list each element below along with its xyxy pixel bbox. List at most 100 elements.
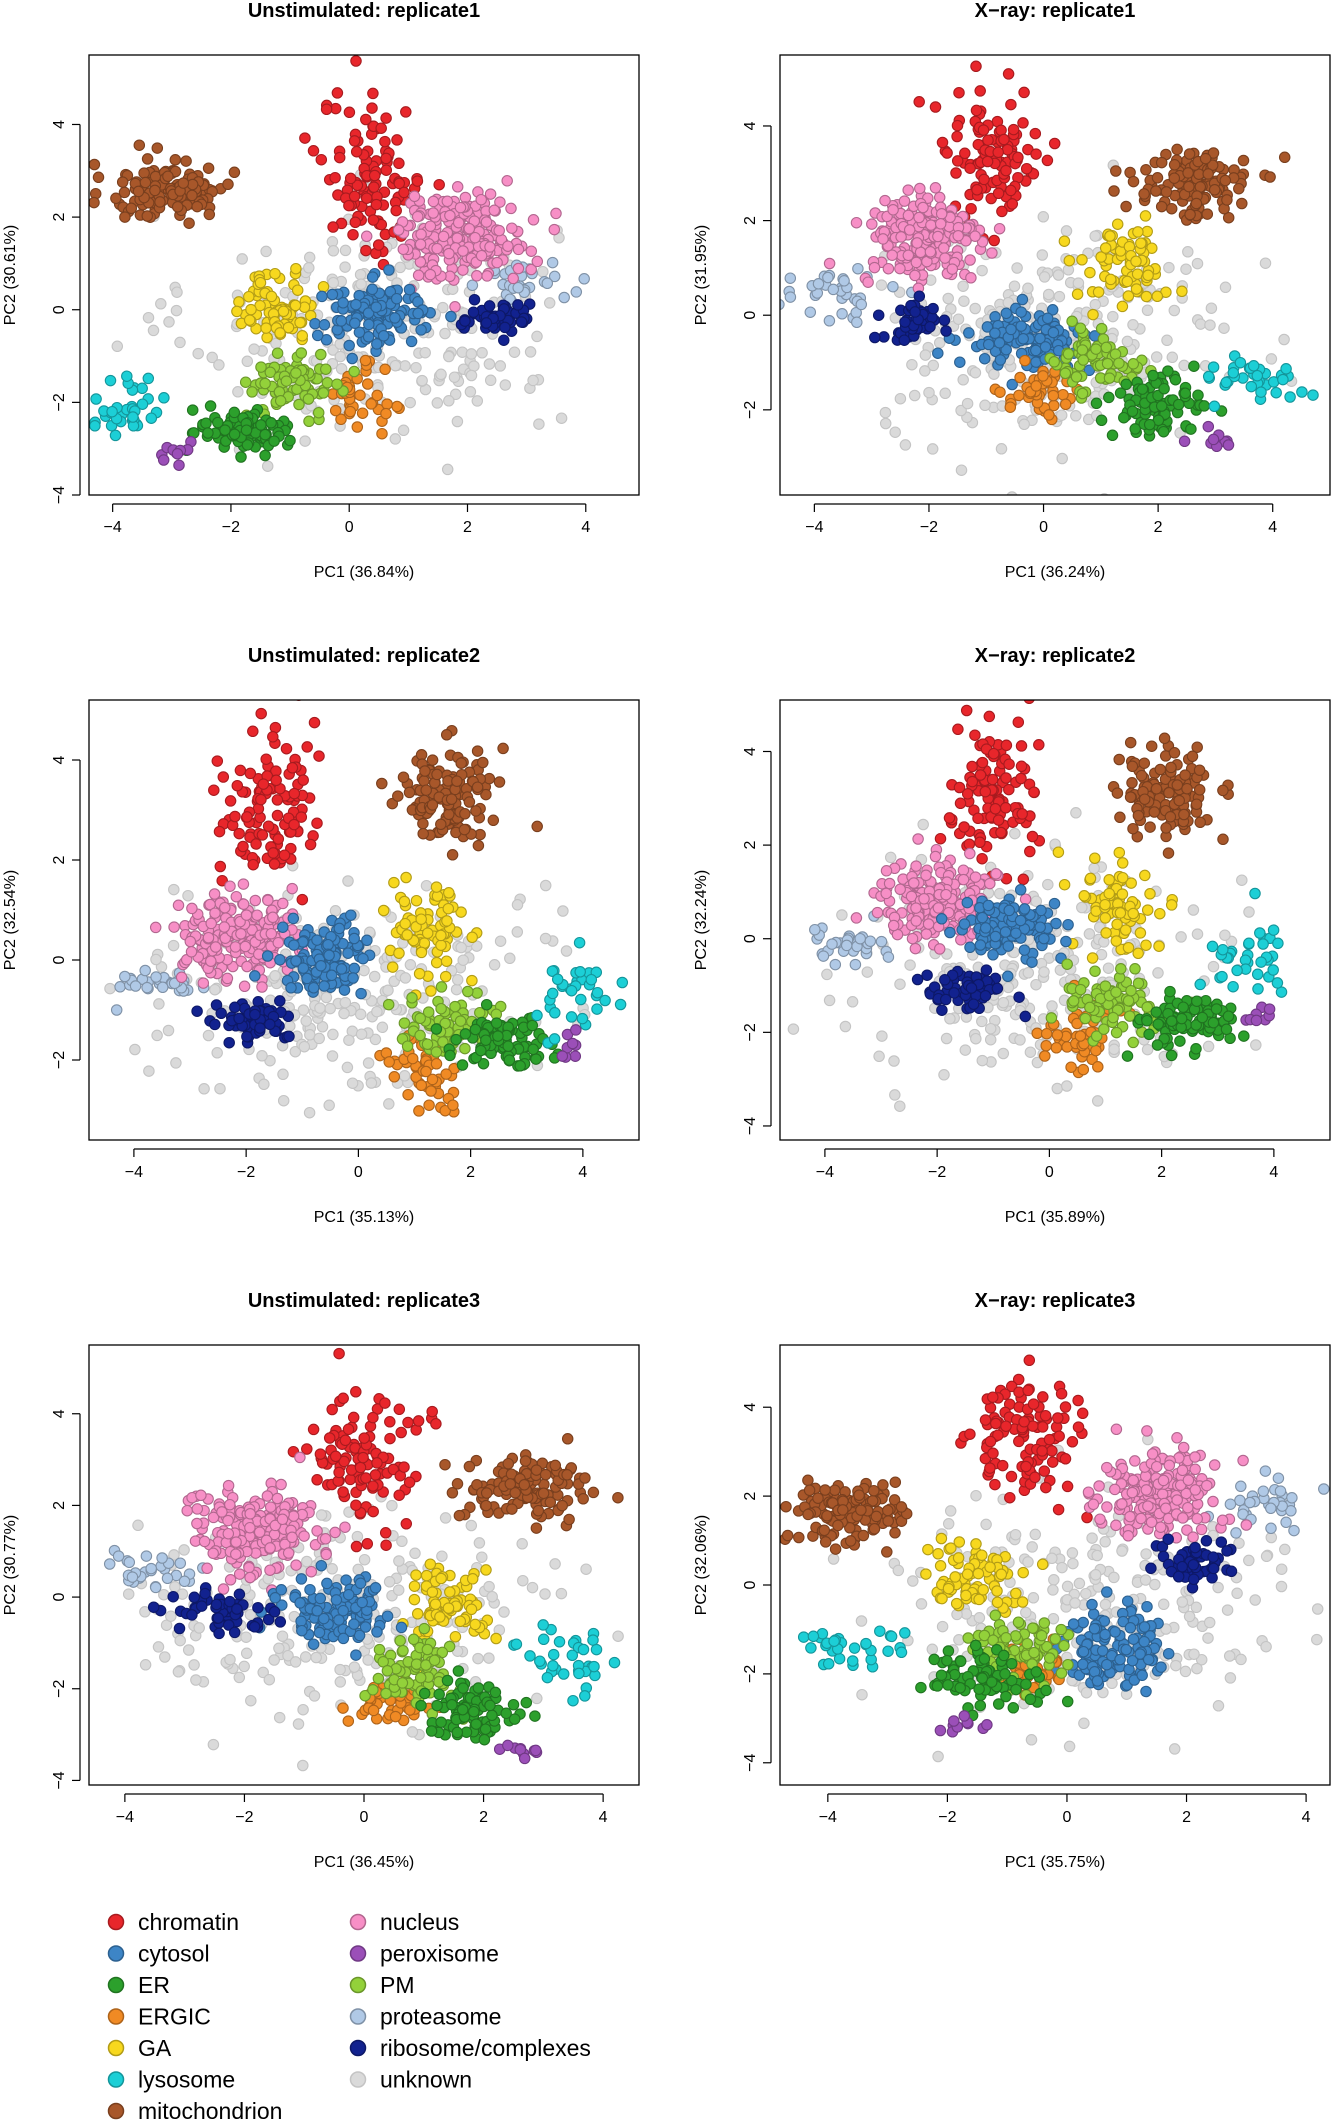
data-point (957, 280, 969, 292)
data-point (397, 243, 410, 256)
data-point (1165, 1049, 1178, 1062)
data-point (234, 764, 247, 777)
data-point (913, 96, 925, 108)
data-point (255, 793, 267, 806)
data-point (215, 1007, 227, 1020)
data-point (1103, 372, 1116, 384)
data-point (899, 316, 911, 328)
data-point (315, 153, 328, 166)
data-point (439, 1104, 451, 1117)
data-point (1040, 1039, 1052, 1052)
data-point (121, 370, 133, 382)
data-point (261, 460, 274, 472)
data-point (264, 366, 277, 379)
data-point (731, 300, 741, 310)
data-point (437, 1036, 449, 1048)
data-point (1236, 874, 1248, 886)
data-point (435, 939, 447, 951)
x-axis-label: PC1 (36.24%) (1005, 564, 1106, 581)
data-point (1179, 769, 1191, 781)
data-point (922, 918, 935, 930)
data-point (1100, 341, 1113, 354)
data-point (976, 1015, 988, 1028)
data-point (939, 974, 951, 986)
data-point (952, 313, 965, 325)
data-point (1127, 175, 1140, 188)
data-point (527, 1043, 539, 1056)
data-point (1076, 344, 1089, 356)
data-point (354, 268, 367, 281)
data-point (458, 823, 471, 836)
data-point (1090, 1044, 1102, 1057)
data-point (1115, 963, 1127, 975)
data-point (917, 201, 929, 214)
data-point (976, 911, 989, 924)
data-point (333, 922, 346, 935)
data-point (191, 1005, 203, 1017)
data-point (398, 186, 410, 199)
data-point (880, 865, 893, 877)
data-point (318, 319, 331, 331)
data-point (1024, 1046, 1037, 1058)
data-point (550, 207, 562, 220)
data-point (875, 279, 888, 291)
data-point (421, 927, 434, 939)
cluster-mitochondrion (376, 724, 543, 861)
data-point (342, 947, 354, 959)
data-point (1003, 758, 1015, 770)
data-point (1038, 932, 1050, 945)
data-point (1060, 225, 1073, 237)
data-point (533, 418, 545, 430)
data-point (531, 1009, 543, 1022)
data-point (821, 968, 833, 981)
data-point (1255, 386, 1267, 398)
data-point (333, 151, 346, 164)
data-point (911, 237, 923, 249)
data-point (277, 1094, 290, 1107)
data-point (270, 774, 282, 787)
y-tick-label: 0 (742, 311, 759, 320)
cluster-ga (231, 262, 330, 346)
data-point (946, 263, 959, 275)
data-point (293, 398, 305, 411)
data-point (235, 451, 247, 463)
data-point (894, 262, 906, 275)
data-point (872, 309, 885, 321)
data-point (239, 376, 252, 388)
data-point (92, 171, 105, 184)
data-point (350, 145, 363, 158)
data-point (379, 363, 391, 376)
data-point (929, 850, 942, 863)
data-point (1110, 1026, 1123, 1039)
data-point (211, 1047, 223, 1059)
data-point (1077, 354, 1090, 366)
data-point (934, 832, 947, 845)
data-point (430, 956, 443, 969)
data-point (415, 324, 427, 336)
data-point (1006, 198, 1019, 210)
data-point (1022, 282, 1034, 295)
data-point (357, 952, 369, 965)
data-point (420, 784, 432, 796)
data-point (303, 262, 315, 274)
data-point (983, 710, 996, 723)
data-point (443, 887, 455, 899)
data-point (232, 386, 244, 398)
data-point (348, 932, 360, 945)
data-point (494, 196, 506, 208)
data-point (1014, 914, 1027, 927)
data-point (1199, 152, 1212, 165)
data-point (419, 765, 431, 777)
data-point (141, 981, 153, 994)
data-point (265, 927, 278, 940)
data-point (465, 348, 478, 360)
data-point (440, 1068, 452, 1080)
data-point (927, 302, 939, 315)
data-point (380, 152, 392, 165)
data-point (1002, 981, 1015, 994)
data-point (182, 889, 194, 902)
data-point (191, 200, 203, 213)
data-point (1183, 148, 1196, 160)
data-point (984, 877, 996, 890)
data-point (309, 317, 321, 330)
